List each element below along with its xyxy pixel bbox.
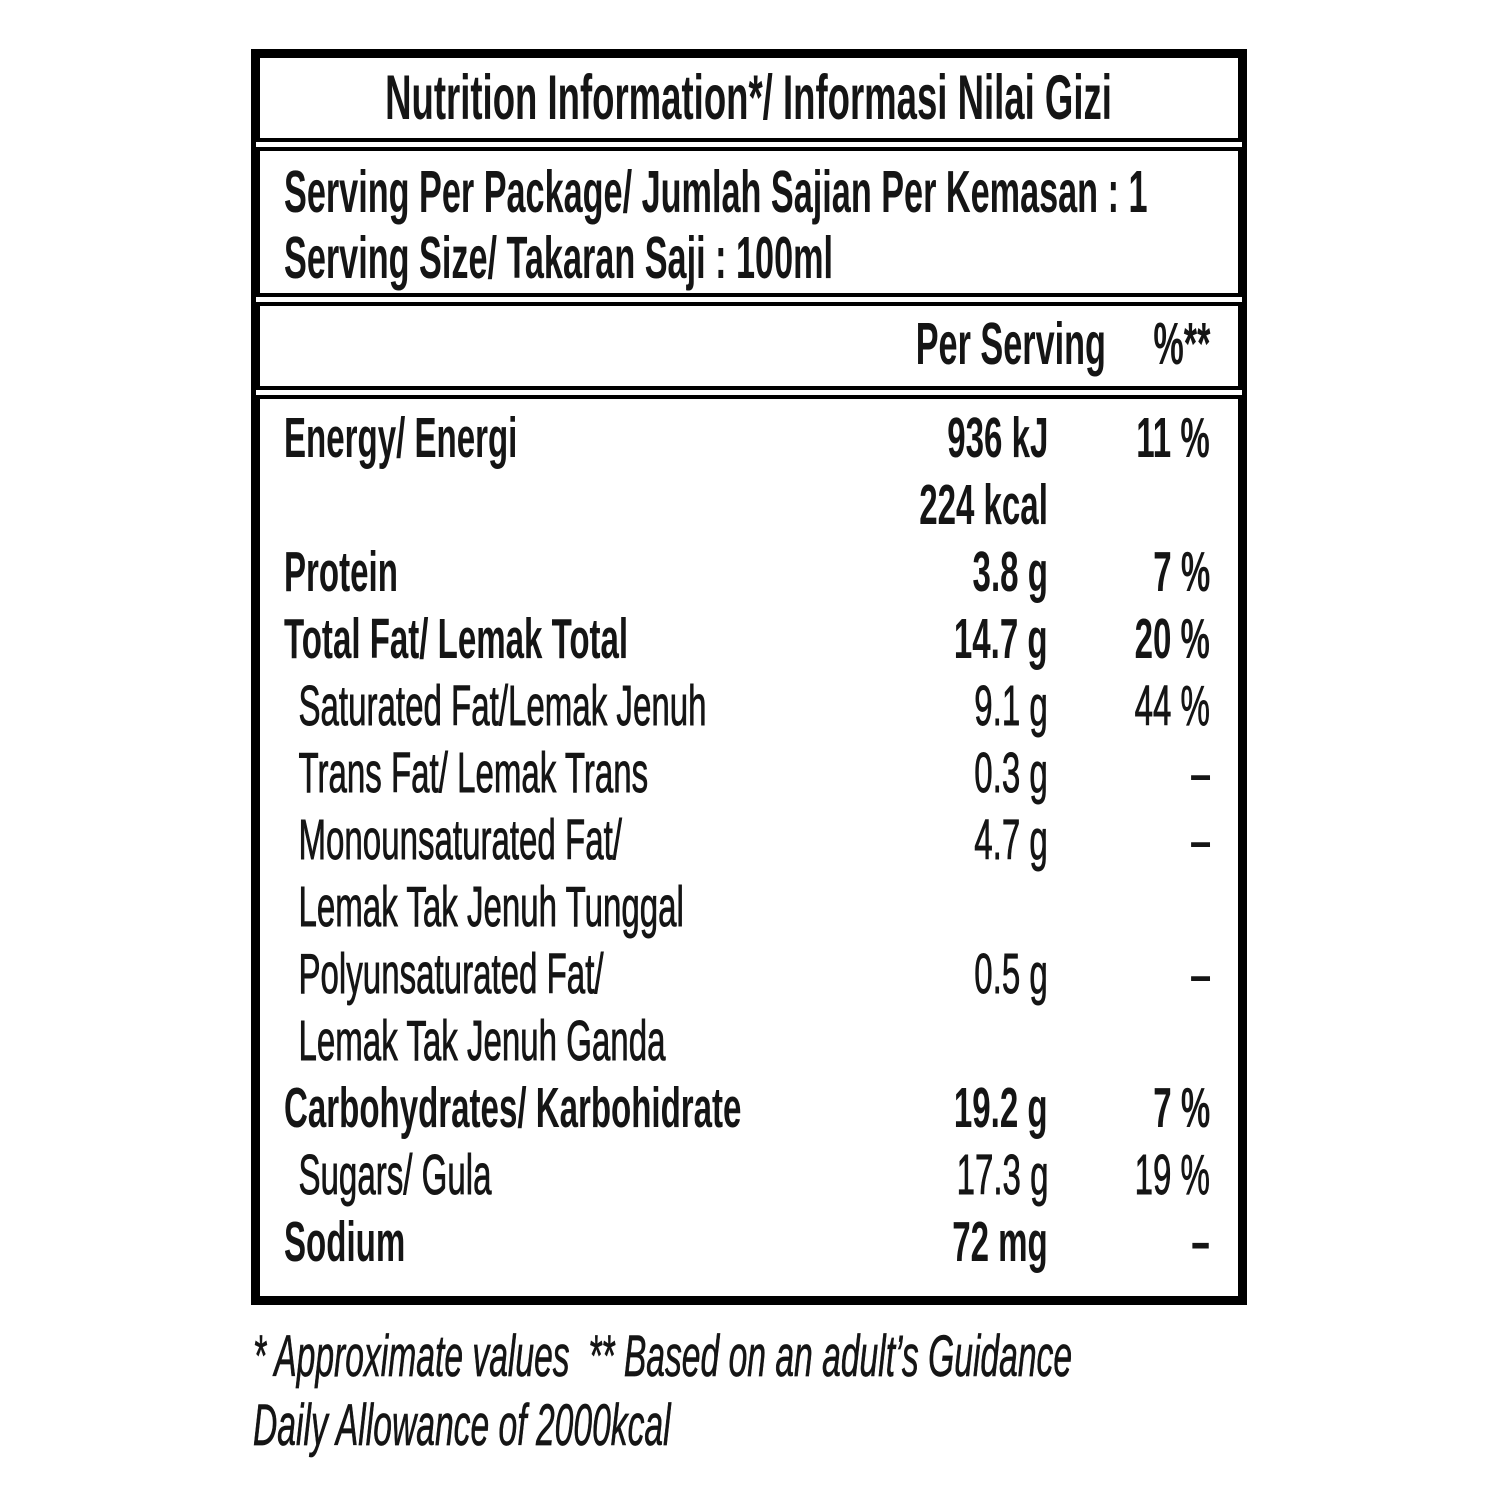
daily-value-percent: 7 % bbox=[1153, 1076, 1210, 1140]
daily-value-percent bbox=[1048, 472, 1210, 539]
amount-value: 0.5 g bbox=[974, 942, 1048, 1007]
nutrient-name: Protein bbox=[284, 540, 398, 604]
nutrient-name: Polyunsaturated Fat/ bbox=[298, 942, 604, 1007]
amount-value: 17.3 g bbox=[956, 1143, 1048, 1208]
daily-value-percent: 44 % bbox=[1134, 674, 1210, 739]
table-row-monounsaturated-fat: Monounsaturated Fat/ 4.7 g – bbox=[260, 807, 1238, 874]
daily-value-percent: – bbox=[1191, 942, 1210, 1007]
nutrient-name: Lemak Tak Jenuh Tunggal bbox=[298, 875, 684, 940]
nutrient-name: Monounsaturated Fat/ bbox=[298, 808, 622, 873]
percent-column-header: %** bbox=[1152, 311, 1210, 377]
table-row-trans-fat: Trans Fat/ Lemak Trans 0.3 g – bbox=[260, 740, 1238, 807]
table-row-sugars: Sugars/ Gula 17.3 g 19 % bbox=[260, 1142, 1238, 1209]
title-section: Nutrition Information*/ Informasi Nilai … bbox=[256, 54, 1242, 142]
amount-value: 9.1 g bbox=[974, 674, 1048, 739]
daily-value-percent: 20 % bbox=[1134, 607, 1210, 671]
table-row-energy: Energy/ Energi 936 kJ 11 % bbox=[260, 405, 1238, 472]
nutrient-name: Saturated Fat/Lemak Jenuh bbox=[298, 674, 707, 739]
table-row-polyunsaturated-fat-id: Lemak Tak Jenuh Ganda bbox=[260, 1008, 1238, 1075]
per-serving-column-header: Per Serving bbox=[915, 311, 1106, 377]
amount-value bbox=[778, 874, 1048, 941]
table-row-monounsaturated-fat-id: Lemak Tak Jenuh Tunggal bbox=[260, 874, 1238, 941]
daily-value-percent: 11 % bbox=[1136, 406, 1210, 470]
daily-value-percent bbox=[1048, 1008, 1210, 1075]
amount-value: 72 mg bbox=[952, 1210, 1048, 1274]
nutrition-label: Nutrition Information*/ Informasi Nilai … bbox=[251, 49, 1247, 1305]
table-row-polyunsaturated-fat: Polyunsaturated Fat/ 0.5 g – bbox=[260, 941, 1238, 1008]
daily-value-percent: – bbox=[1191, 741, 1210, 806]
daily-value-percent bbox=[1048, 874, 1210, 941]
amount-value: 0.3 g bbox=[974, 741, 1048, 806]
amount-value bbox=[778, 1008, 1048, 1075]
column-header-section: Per Serving %** bbox=[256, 302, 1242, 390]
amount-value: 3.8 g bbox=[972, 540, 1048, 604]
label-title: Nutrition Information*/ Informasi Nilai … bbox=[385, 63, 1113, 133]
nutrient-name bbox=[284, 472, 778, 539]
nutrient-name: Trans Fat/ Lemak Trans bbox=[298, 741, 649, 806]
daily-value-percent: – bbox=[1191, 808, 1210, 873]
nutrient-name: Sodium bbox=[284, 1210, 406, 1274]
table-row-carbohydrates: Carbohydrates/ Karbohidrate 19.2 g 7 % bbox=[260, 1075, 1238, 1142]
table-row-total-fat: Total Fat/ Lemak Total 14.7 g 20 % bbox=[260, 606, 1238, 673]
amount-value: 224 kcal bbox=[919, 473, 1048, 537]
nutrition-table: Energy/ Energi 936 kJ 11 % 224 kcal Prot… bbox=[256, 395, 1242, 1300]
serving-per-package: Serving Per Package/ Jumlah Sajian Per K… bbox=[284, 159, 1148, 225]
amount-value: 936 kJ bbox=[946, 406, 1048, 470]
serving-size: Serving Size/ Takaran Saji : 100ml bbox=[284, 225, 834, 291]
nutrient-name: Total Fat/ Lemak Total bbox=[284, 607, 629, 671]
table-row-sodium: Sodium 72 mg – bbox=[260, 1209, 1238, 1276]
nutrient-name: Carbohydrates/ Karbohidrate bbox=[284, 1076, 742, 1140]
daily-value-percent: 19 % bbox=[1134, 1143, 1210, 1208]
amount-value: 4.7 g bbox=[974, 808, 1048, 873]
table-row-saturated-fat: Saturated Fat/Lemak Jenuh 9.1 g 44 % bbox=[260, 673, 1238, 740]
nutrient-name: Energy/ Energi bbox=[284, 406, 518, 470]
nutrient-name: Sugars/ Gula bbox=[298, 1143, 492, 1208]
footnote-line-1: * Approximate values ** Based on an adul… bbox=[253, 1324, 1073, 1390]
footnote-line-2: Daily Allowance of 2000kcal bbox=[253, 1393, 671, 1459]
amount-value: 14.7 g bbox=[954, 607, 1048, 671]
serving-section: Serving Per Package/ Jumlah Sajian Per K… bbox=[256, 147, 1242, 297]
daily-value-percent: – bbox=[1191, 1210, 1210, 1274]
table-row-protein: Protein 3.8 g 7 % bbox=[260, 539, 1238, 606]
footnote: * Approximate values ** Based on an adul… bbox=[253, 1322, 1453, 1460]
amount-value: 19.2 g bbox=[954, 1076, 1048, 1140]
table-row-energy-kcal: 224 kcal bbox=[260, 472, 1238, 539]
nutrient-name: Lemak Tak Jenuh Ganda bbox=[298, 1009, 666, 1074]
daily-value-percent: 7 % bbox=[1153, 540, 1210, 604]
